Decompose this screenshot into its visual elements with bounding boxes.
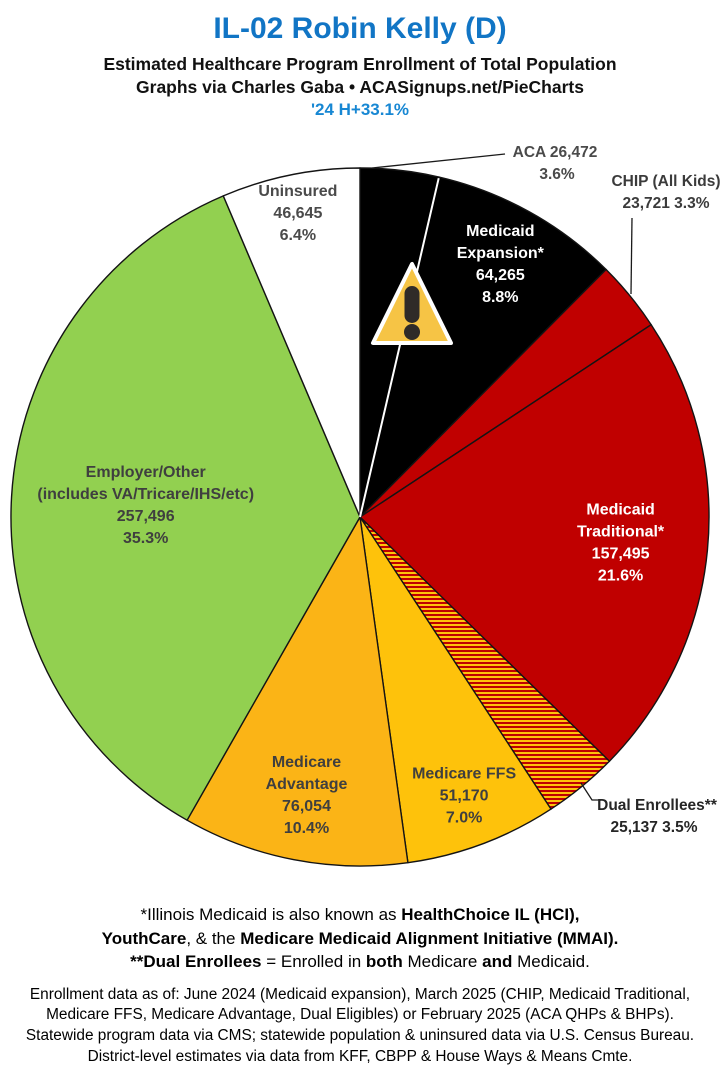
footnote-line-1: *Illinois Medicaid is also known as Heal… (140, 905, 580, 924)
svg-text:CHIP (All Kids): CHIP (All Kids) (611, 173, 720, 190)
leader-line-dual-enrollees (580, 782, 601, 801)
pie-chart-area: ACA 26,472 3.6% Medicaid Expansion* 64,265 8.… (0, 130, 720, 900)
source-line-4: District-level estimates via data from K… (87, 1047, 633, 1065)
svg-text:Dual Enrollees**: Dual Enrollees** (597, 797, 718, 814)
slice-label-chip: CHIP (All Kids) 23,721 3.3% (611, 173, 720, 212)
svg-text:3.6%: 3.6% (539, 166, 575, 183)
source-line-1: Enrollment data as of: June 2024 (Medica… (29, 985, 691, 1003)
chart-subtitle: Estimated Healthcare Program Enrollment … (103, 54, 617, 74)
svg-text:ACA 26,472: ACA 26,472 (513, 144, 598, 161)
pie-slice-employer-other (10, 195, 361, 821)
slice-label-medicare-advantage: Medicare Advantage 76,054 10.4% (266, 754, 348, 837)
pie-slice-medicare-advantage (186, 516, 409, 867)
page-title: IL-02 Robin Kelly (D) (213, 12, 507, 45)
slice-label-medicare-ffs: Medicare FFS 51,170 7.0% (412, 765, 516, 826)
slice-label-medicaid-expansion: Medicaid Expansion* 64,265 8.8% (457, 223, 545, 306)
footnote-line-3: **Dual Enrollees = Enrolled in both Medi… (130, 952, 590, 971)
source-line-3: Statewide program data via CMS; statewid… (25, 1027, 695, 1045)
pie-slice-medicare-ffs (359, 516, 552, 864)
pie-slice-uninsured (222, 167, 361, 518)
chart-credit: Graphs via Charles Gaba • ACASignups.net… (136, 77, 584, 97)
pie-chart-svg: ACA 26,472 3.6% Medicaid Expansion* 64,265 8.… (10, 144, 720, 867)
svg-text:25,137 3.5%: 25,137 3.5% (610, 819, 697, 836)
slice-label-medicaid-traditional: Medicaid Traditional* 157,495 21.6% (577, 502, 665, 585)
warning-icon (371, 262, 453, 345)
pie-slice-medicaid-expansion (359, 176, 607, 518)
slice-label-dual-enrollees: Dual Enrollees** 25,137 3.5% (597, 797, 718, 836)
slice-label-uninsured: Uninsured 46,645 6.4% (258, 183, 337, 244)
pie-slice-medicaid-traditional (359, 324, 710, 762)
leader-line-chip (630, 217, 633, 295)
slice-label-employer-other: Employer/Other (includes VA/Tricare/IHS/e… (37, 464, 254, 547)
slice-separator-line (359, 177, 440, 518)
source-line-2: Medicare FFS, Medicare Advantage, Dual E… (46, 1006, 674, 1024)
header: IL-02 Robin Kelly (D) Estimated Healthca… (0, 0, 720, 130)
svg-text:23,721 3.3%: 23,721 3.3% (622, 195, 709, 212)
partisan-lean-stat: '24 H+33.1% (310, 100, 410, 119)
source-block: Enrollment data as of: June 2024 (Medica… (0, 985, 720, 1068)
footnote-line-2: YouthCare, & the Medicare Medicaid Align… (101, 928, 619, 948)
leader-line-aca (371, 153, 506, 169)
slice-label-aca: ACA 26,472 3.6% (513, 144, 598, 183)
footnote-block: *Illinois Medicaid is also known as Heal… (0, 903, 720, 974)
